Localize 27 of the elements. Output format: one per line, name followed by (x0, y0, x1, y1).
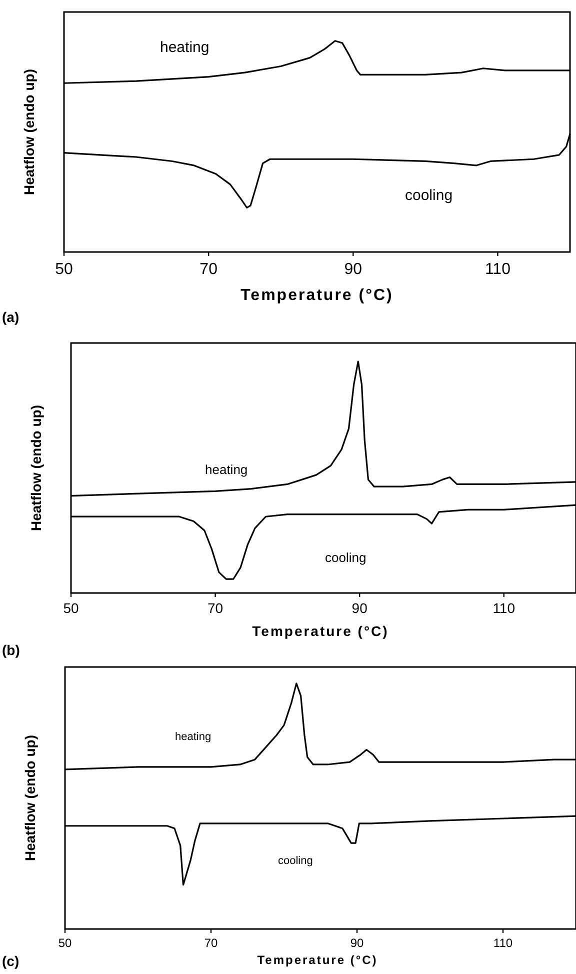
series-label: heating (160, 39, 210, 56)
text: (c) (2, 953, 20, 969)
text: (b) (2, 642, 20, 658)
y-axis-title: Heatflow (endo up) (28, 405, 44, 531)
y-axis-title: Heatflow (endo up) (22, 735, 38, 861)
x-tick-label: 90 (344, 261, 362, 278)
series-label: heating (205, 462, 248, 477)
x-tick-label: 50 (63, 600, 79, 616)
x-tick-label: 70 (204, 936, 218, 950)
x-axis-title: Temperature (°C) (252, 623, 389, 639)
text: cooling (278, 855, 313, 867)
text: cooling (325, 550, 366, 565)
x-tick-label: 50 (55, 261, 73, 278)
series-label: cooling (405, 187, 453, 204)
y-axis-title: Heatflow (endo up) (21, 69, 37, 195)
text: heating (175, 731, 212, 743)
x-tick-label: 110 (484, 261, 511, 278)
x-tick-label: 50 (58, 936, 72, 950)
x-tick-label: 70 (207, 600, 224, 616)
x-tick-label: 90 (352, 600, 368, 616)
x-axis-title: Temperature (°C) (257, 953, 378, 967)
x-tick-label: 90 (350, 936, 364, 950)
text: (a) (2, 309, 20, 325)
x-tick-label: 110 (493, 936, 513, 950)
x-axis-title: Temperature (°C) (240, 287, 394, 304)
x-tick-label: 110 (492, 600, 516, 616)
x-tick-label: 70 (200, 261, 218, 278)
